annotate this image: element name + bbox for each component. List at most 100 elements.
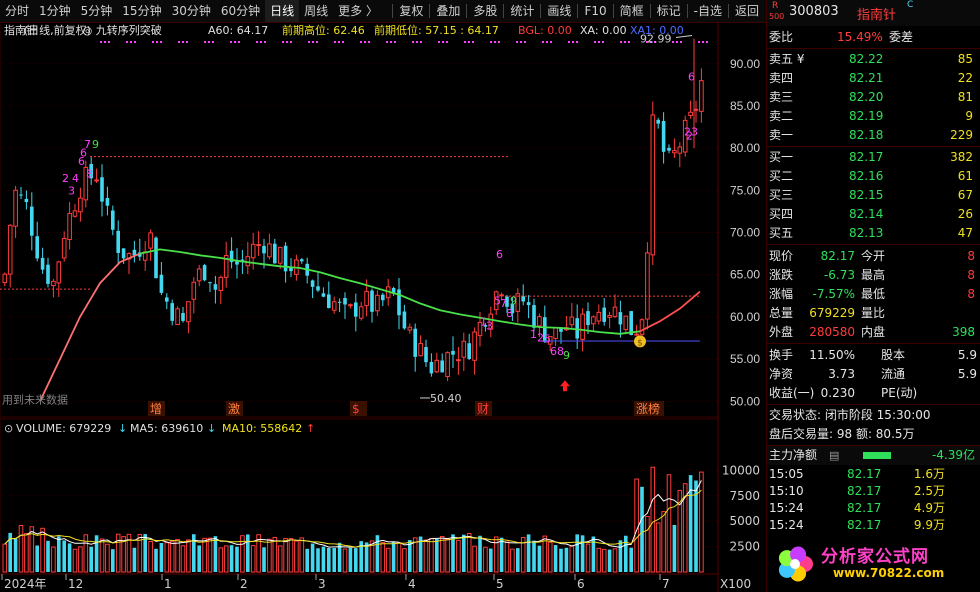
tool-button-0[interactable]: 复权 bbox=[399, 4, 424, 18]
bid-row-3[interactable]: 买四 82.14 26 bbox=[767, 205, 980, 224]
volume-bar-up bbox=[493, 536, 499, 573]
candle-down bbox=[586, 311, 590, 326]
candle-up bbox=[591, 316, 596, 325]
period-tab-8[interactable]: 更多 〉 bbox=[338, 4, 378, 18]
volume-bar-down bbox=[359, 541, 363, 572]
toolbar-separator bbox=[577, 4, 579, 18]
event-badge-4: 涨榜 bbox=[636, 401, 660, 416]
period-tab-5[interactable]: 60分钟 bbox=[220, 4, 261, 18]
candle-up bbox=[580, 313, 585, 340]
candle-down bbox=[451, 350, 455, 355]
magenta-dot bbox=[576, 41, 578, 43]
ma-line-flat bbox=[139, 248, 641, 335]
period-tab-0[interactable]: 分时 bbox=[5, 4, 30, 18]
volume-bar-up bbox=[569, 545, 575, 573]
candle-down bbox=[116, 230, 120, 253]
stock-flag: C bbox=[907, 0, 914, 10]
tool-button-9[interactable]: 返回 bbox=[734, 4, 759, 18]
volume-settings-icon: ⊙ bbox=[4, 422, 13, 435]
volume-bar-up bbox=[369, 540, 375, 573]
volume-bar-down bbox=[246, 534, 250, 572]
candle-down bbox=[24, 198, 29, 203]
indicator-xa: XA: 0.00 bbox=[580, 24, 627, 37]
stat-row-4: 外盘 280580 内盘 398 bbox=[767, 323, 980, 342]
candle-down bbox=[100, 177, 104, 202]
magenta-dot bbox=[494, 41, 496, 43]
magenta-dot bbox=[264, 41, 266, 43]
indicator-mode: (日线,前复权) bbox=[24, 23, 91, 37]
period-tab-2[interactable]: 5分钟 bbox=[80, 4, 113, 18]
volume-bar-down bbox=[564, 547, 569, 572]
candle-down bbox=[208, 282, 212, 284]
volume-bar-down bbox=[462, 534, 466, 572]
volume-bar-up bbox=[612, 548, 618, 573]
candle-up bbox=[331, 301, 337, 311]
period-tab-4[interactable]: 30分钟 bbox=[171, 4, 211, 18]
volume-bar-up bbox=[585, 543, 591, 573]
time-label-6: 5 bbox=[496, 577, 504, 591]
ask-row-3[interactable]: 卖二 82.19 9 bbox=[767, 107, 980, 126]
tool-button-8[interactable]: -自选 bbox=[693, 4, 722, 18]
candle-down bbox=[35, 236, 39, 259]
candle-up bbox=[364, 290, 369, 307]
candle-down bbox=[343, 298, 347, 305]
td-mark: 8 bbox=[86, 168, 93, 181]
ask-row-2[interactable]: 卖三 82.20 81 bbox=[767, 88, 980, 107]
stat-value: 280580 bbox=[809, 325, 855, 339]
td-mark: 2 bbox=[537, 331, 544, 344]
tool-button-1[interactable]: 叠加 bbox=[436, 4, 461, 18]
period-tab-7[interactable]: 周线 bbox=[304, 4, 329, 18]
period-tab-1[interactable]: 1分钟 bbox=[39, 4, 71, 18]
bid-volume: 47 bbox=[957, 226, 973, 240]
tool-button-5[interactable]: F10 bbox=[584, 4, 607, 18]
candle-up bbox=[72, 210, 78, 217]
volume-bar-down bbox=[235, 546, 239, 572]
bid-row-2[interactable]: 买三 82.15 67 bbox=[767, 186, 980, 205]
main-flow-row[interactable]: 主力净额 ▤ -4.39亿 bbox=[767, 446, 980, 465]
volume-bar-down bbox=[375, 535, 380, 572]
volume-ma5-line bbox=[4, 480, 702, 548]
magenta-dot bbox=[364, 41, 366, 43]
volume-unit: X100 bbox=[720, 577, 751, 591]
ask-volume: 22 bbox=[957, 71, 973, 85]
tool-button-7[interactable]: 标记 bbox=[656, 4, 681, 18]
volume-tick-label: 7500 bbox=[729, 489, 760, 503]
volume-bar-down bbox=[435, 538, 439, 572]
kline-chart-area[interactable]: 50.00 55.00 60.00 65.00 70.00 75.00 80.00 85.00… bbox=[0, 22, 765, 592]
stat2-value-2: 5.9 bbox=[957, 367, 977, 381]
trade-state-row: 交易状态: 闭市阶段 15:30:00 bbox=[767, 406, 980, 425]
tick-volume: 1.6万 bbox=[913, 467, 945, 481]
code-badge-num: 500 bbox=[769, 12, 785, 21]
tool-button-3[interactable]: 统计 bbox=[510, 4, 535, 18]
time-label-4: 3 bbox=[318, 577, 326, 591]
ask-row-1[interactable]: 卖四 82.21 22 bbox=[767, 69, 980, 88]
bid-row-0[interactable]: 买一 82.17 382 bbox=[767, 148, 980, 167]
bid-row-1[interactable]: 买二 82.16 61 bbox=[767, 167, 980, 186]
high-price-pointer bbox=[675, 35, 693, 39]
tool-button-6[interactable]: 简框 bbox=[619, 4, 644, 18]
stat-value-2: 8 bbox=[967, 268, 975, 282]
volume-bar-up bbox=[412, 537, 418, 573]
bid-price: 82.13 bbox=[849, 226, 884, 240]
bid-label: 买五 bbox=[769, 226, 794, 240]
event-badge-1: 激 bbox=[228, 402, 240, 416]
ask-row-4[interactable]: 卖一 82.18 229 bbox=[767, 126, 980, 145]
candle-down bbox=[321, 293, 326, 297]
tool-button-4[interactable]: 画线 bbox=[547, 4, 572, 18]
tick-row-0: 15:05 82.17 1.6万 bbox=[767, 465, 980, 484]
ask-row-0[interactable]: 卖五 ¥ 82.22 85 bbox=[767, 50, 980, 69]
period-tab-3[interactable]: 15分钟 bbox=[122, 4, 162, 18]
tool-button-2[interactable]: 多股 bbox=[473, 4, 498, 18]
volume-bar-down bbox=[591, 536, 596, 572]
volume-bar-up bbox=[105, 543, 110, 573]
kline-chart[interactable]: 50.00 55.00 60.00 65.00 70.00 75.00 80.00 85.00… bbox=[0, 22, 765, 592]
period-tab-6[interactable]: 日线 bbox=[265, 0, 300, 22]
toolbar-separator bbox=[392, 4, 394, 18]
volume-bar-down bbox=[526, 534, 531, 572]
low-price-label: 50.40 bbox=[430, 392, 462, 405]
stat2-row-1: 净资 3.73 流通 5.9 bbox=[767, 365, 980, 384]
candle-down bbox=[575, 318, 579, 339]
magenta-dot bbox=[420, 41, 422, 43]
volume-bar-down bbox=[62, 540, 66, 572]
bid-row-4[interactable]: 买五 82.13 47 bbox=[767, 224, 980, 243]
